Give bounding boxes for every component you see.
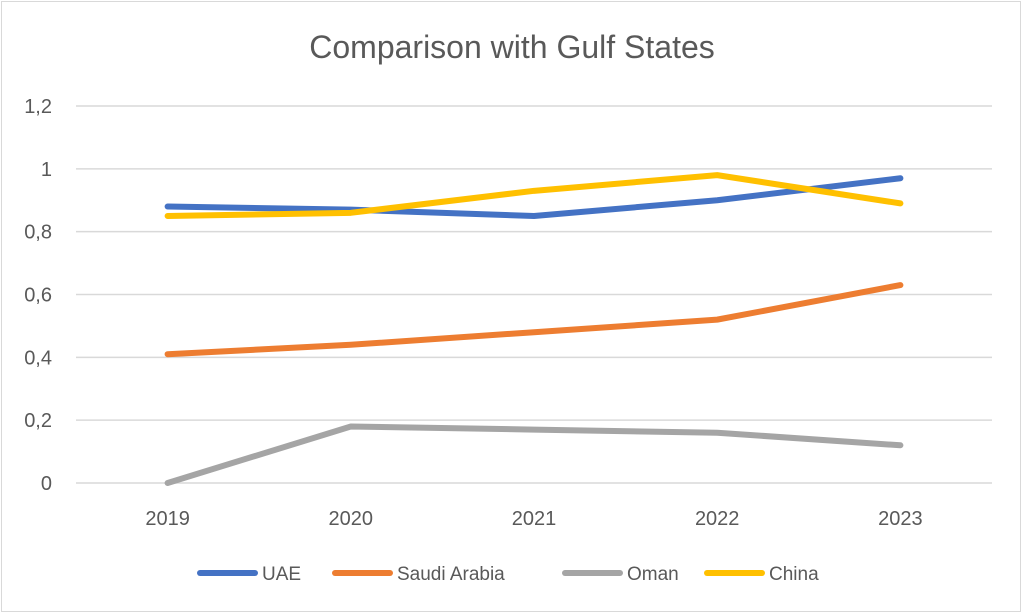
legend-label: UAE [262, 564, 301, 585]
x-tick-label: 2023 [878, 508, 923, 530]
series-line-uae [164, 175, 904, 219]
y-tick-label: 0,6 [24, 285, 52, 307]
x-tick-label: 2019 [145, 508, 190, 530]
y-tick-label: 0,4 [24, 347, 52, 369]
legend-item: China [704, 564, 819, 585]
legend-label: Oman [627, 564, 679, 585]
y-tick-label: 1,2 [24, 96, 52, 118]
x-tick-label: 2022 [695, 508, 740, 530]
legend-label: Saudi Arabia [397, 564, 505, 585]
x-tick-label: 2021 [512, 508, 557, 530]
legend-label: China [769, 564, 819, 585]
y-tick-label: 0,2 [24, 410, 52, 432]
y-tick-label: 1 [41, 159, 52, 181]
legend-item: Saudi Arabia [332, 564, 505, 585]
series-line-oman [164, 423, 904, 486]
y-tick-label: 0,8 [24, 222, 52, 244]
legend-item: Oman [562, 564, 679, 585]
chart-title: Comparison with Gulf States [309, 29, 715, 65]
series-line-china [164, 172, 904, 219]
series-line-saudi-arabia [164, 282, 904, 358]
legend-item: UAE [197, 564, 301, 585]
y-tick-label: 0 [41, 473, 52, 495]
x-tick-label: 2020 [329, 508, 374, 530]
